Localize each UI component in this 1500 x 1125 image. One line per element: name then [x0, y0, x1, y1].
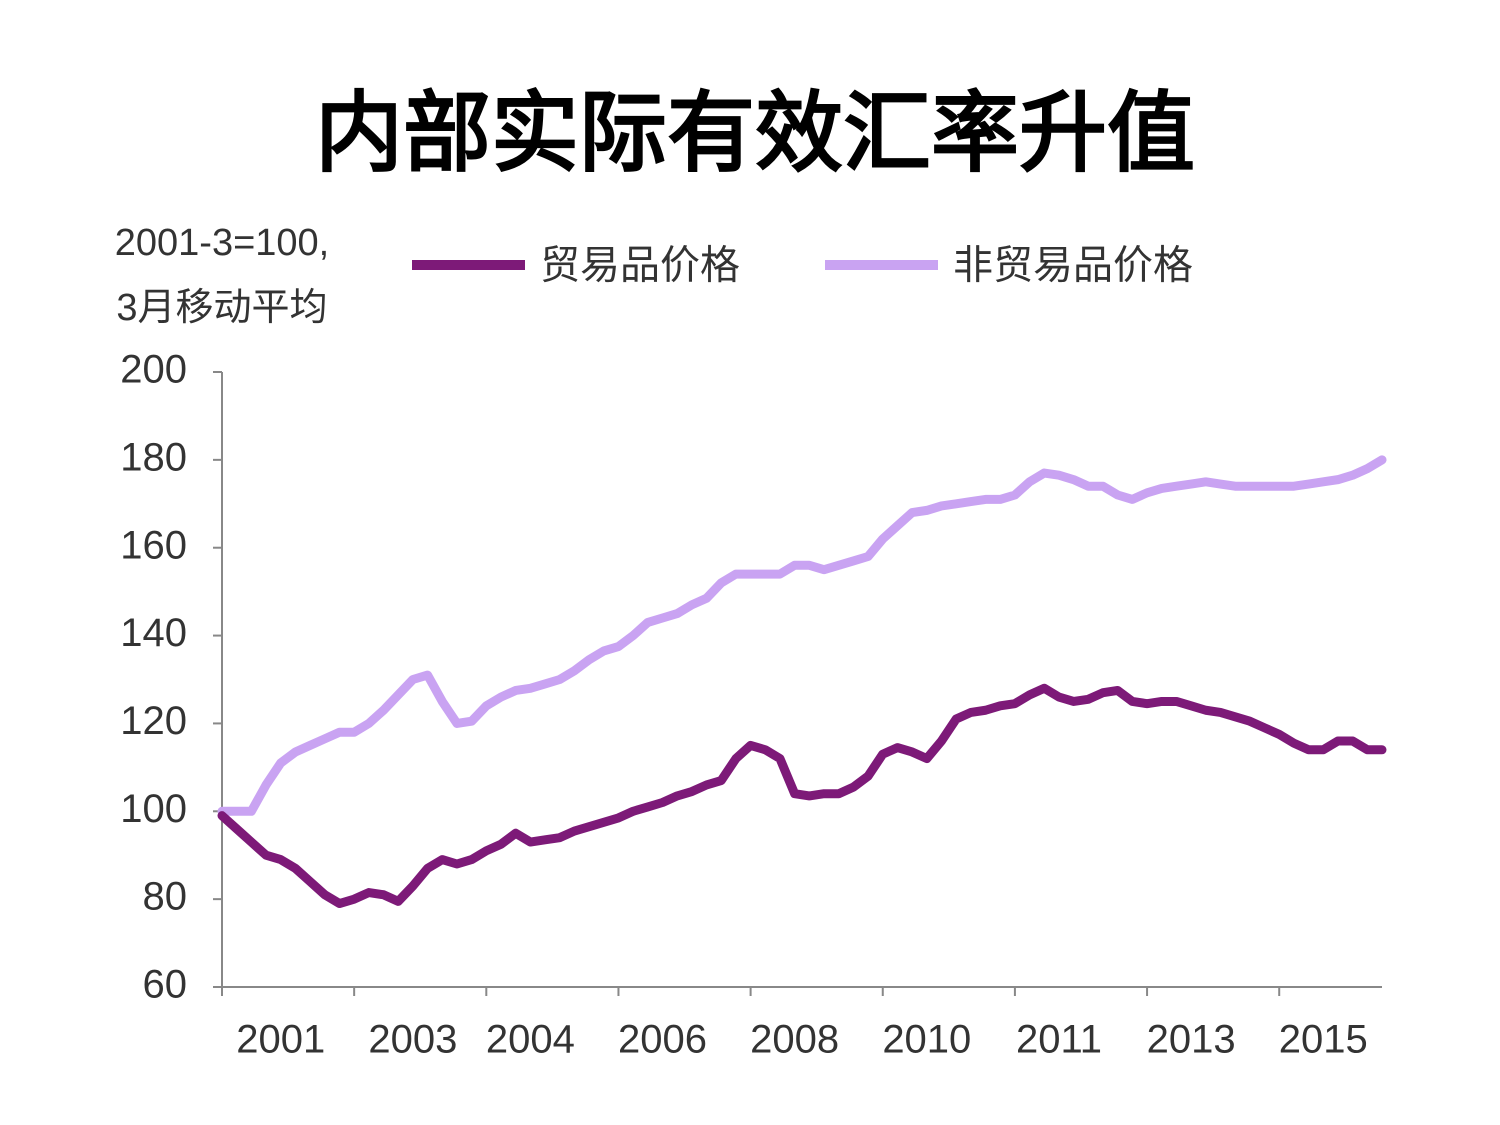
x-tick-label: 2013 — [1147, 1018, 1236, 1062]
x-tick-label: 2011 — [1016, 1018, 1102, 1062]
series-line — [217, 683, 1387, 909]
y-tick-label: 160 — [120, 523, 187, 567]
legend-label: 贸易品价格 — [540, 244, 740, 288]
x-tick-label: 2015 — [1279, 1018, 1368, 1062]
y-tick-label: 80 — [143, 875, 188, 919]
y-tick-label: 100 — [120, 787, 187, 831]
y-tick-label: 200 — [120, 348, 187, 392]
y-axis-label: 3月移动平均 — [116, 287, 327, 329]
x-tick-label: 2001 — [236, 1018, 325, 1062]
y-tick-label: 140 — [120, 611, 187, 655]
x-tick-label: 2008 — [750, 1018, 839, 1062]
x-tick-label: 2010 — [882, 1018, 971, 1062]
y-axis-label: 2001-3=100, — [115, 222, 329, 264]
y-tick-label: 60 — [143, 963, 188, 1007]
series-line — [217, 455, 1387, 816]
x-tick-label: 2004 — [486, 1018, 575, 1062]
x-tick-label: 2006 — [618, 1018, 707, 1062]
x-tick-label: 2003 — [368, 1018, 457, 1062]
legend-label: 非贸易品价格 — [953, 244, 1193, 288]
chart-title: 内部实际有效汇率升值 — [315, 83, 1195, 182]
y-tick-label: 180 — [120, 435, 187, 479]
y-tick-label: 120 — [120, 699, 187, 743]
